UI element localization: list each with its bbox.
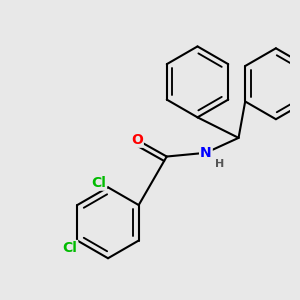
Text: N: N xyxy=(200,146,212,160)
Text: Cl: Cl xyxy=(91,176,106,190)
Text: Cl: Cl xyxy=(62,241,77,255)
Text: H: H xyxy=(215,159,224,169)
Text: O: O xyxy=(131,133,143,147)
